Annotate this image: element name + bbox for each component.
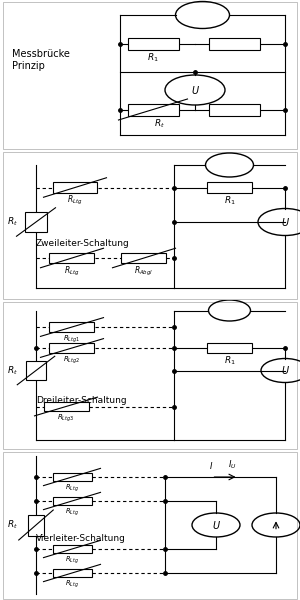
FancyBboxPatch shape: [52, 497, 92, 505]
Text: $U$: $U$: [280, 364, 290, 377]
FancyBboxPatch shape: [122, 253, 167, 263]
Text: $U$: $U$: [190, 84, 200, 96]
Text: $R_{Ltg}$: $R_{Ltg}$: [65, 506, 79, 518]
Text: $R_{Ltg}$: $R_{Ltg}$: [67, 194, 83, 208]
Text: $R_{Abgl}$: $R_{Abgl}$: [134, 265, 154, 278]
Text: $R_{Ltg}$: $R_{Ltg}$: [64, 265, 80, 278]
Text: $I$: $I$: [209, 460, 214, 471]
FancyBboxPatch shape: [52, 182, 98, 193]
FancyBboxPatch shape: [26, 361, 46, 380]
Text: $R_1$: $R_1$: [147, 51, 159, 64]
Text: $R_{Ltg}$: $R_{Ltg}$: [65, 554, 79, 566]
FancyBboxPatch shape: [128, 103, 178, 115]
FancyBboxPatch shape: [3, 301, 297, 449]
Text: Zweileiter-Schaltung: Zweileiter-Schaltung: [36, 238, 130, 247]
FancyBboxPatch shape: [44, 401, 88, 412]
FancyBboxPatch shape: [207, 182, 252, 193]
Text: $R_1$: $R_1$: [224, 194, 236, 207]
FancyBboxPatch shape: [207, 343, 252, 353]
FancyBboxPatch shape: [50, 343, 94, 353]
FancyBboxPatch shape: [52, 473, 92, 481]
FancyBboxPatch shape: [3, 1, 297, 148]
Text: $R_t$: $R_t$: [7, 364, 17, 377]
Text: $R_{Ltg}$: $R_{Ltg}$: [65, 578, 79, 590]
Text: $U$: $U$: [212, 519, 220, 531]
Text: Dreileiter-Schaltung: Dreileiter-Schaltung: [36, 396, 127, 405]
Text: $R_{Ltg}$: $R_{Ltg}$: [65, 482, 79, 494]
FancyBboxPatch shape: [52, 569, 92, 577]
FancyBboxPatch shape: [3, 151, 297, 298]
Text: $R_t$: $R_t$: [7, 216, 17, 228]
FancyBboxPatch shape: [50, 253, 94, 263]
Text: $R_{Ltg1}$: $R_{Ltg1}$: [63, 334, 81, 345]
FancyBboxPatch shape: [208, 37, 260, 49]
FancyBboxPatch shape: [28, 514, 44, 535]
Text: Messbrücke
Prinzip: Messbrücke Prinzip: [12, 49, 70, 71]
Text: Vierleiter-Schaltung: Vierleiter-Schaltung: [36, 534, 126, 543]
Text: $R_t$: $R_t$: [7, 519, 17, 531]
FancyBboxPatch shape: [208, 103, 260, 115]
FancyBboxPatch shape: [3, 451, 297, 599]
FancyBboxPatch shape: [128, 37, 178, 49]
Text: $R_{Ltg3}$: $R_{Ltg3}$: [57, 413, 75, 424]
Text: $R_1$: $R_1$: [224, 355, 236, 367]
Text: $R_{Ltg2}$: $R_{Ltg2}$: [63, 355, 81, 366]
FancyBboxPatch shape: [50, 322, 94, 332]
FancyBboxPatch shape: [26, 212, 46, 232]
FancyBboxPatch shape: [52, 545, 92, 553]
Text: $R_t$: $R_t$: [154, 117, 164, 130]
Text: $U$: $U$: [280, 216, 290, 228]
Text: $I_U$: $I_U$: [228, 458, 237, 471]
